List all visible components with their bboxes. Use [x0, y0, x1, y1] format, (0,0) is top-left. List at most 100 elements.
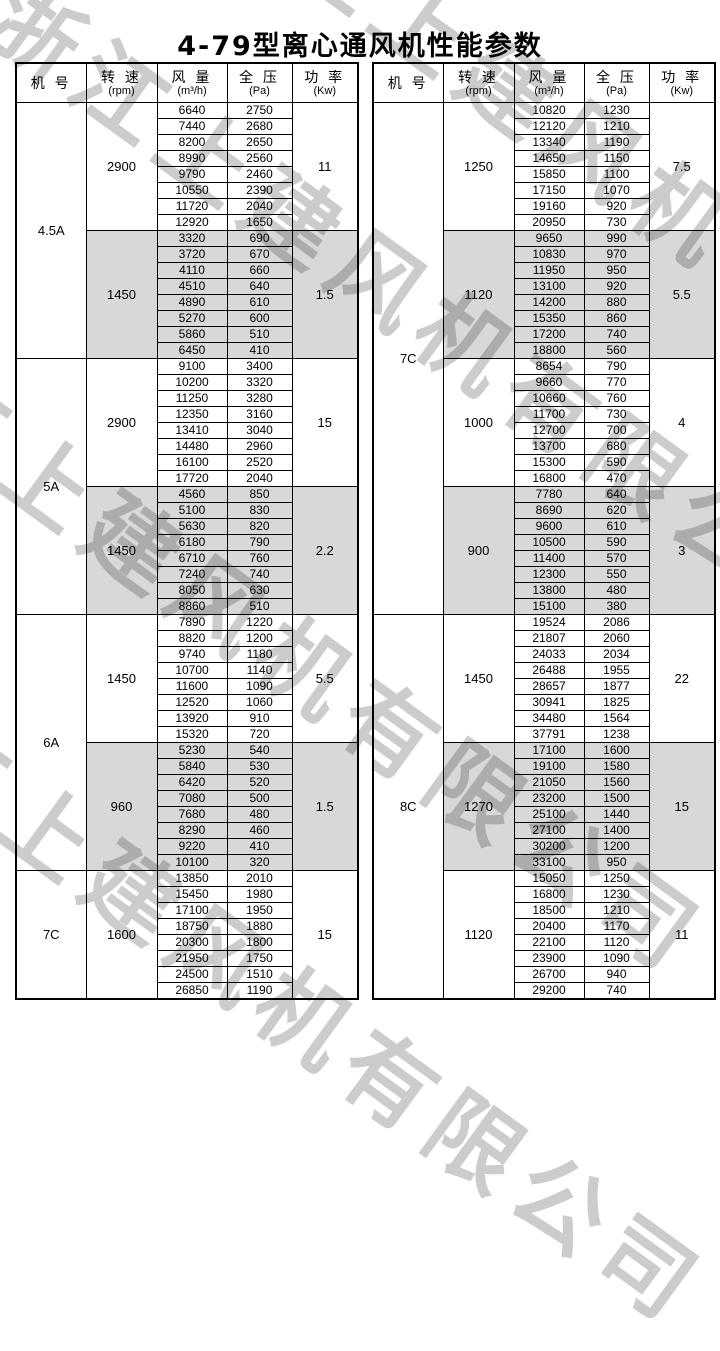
table-row: 5270 600	[16, 310, 358, 327]
airflow-cell: 10500	[513, 534, 585, 551]
table-row: 9660 770	[373, 374, 715, 391]
col-header-unit: (Pa)	[606, 84, 627, 97]
power-cell: 5.5	[291, 614, 359, 743]
pressure-cell: 510	[226, 326, 293, 343]
pressure-cell: 3320	[226, 374, 293, 391]
power-cell: 15	[291, 358, 359, 487]
performance-table-right: 机 号转 速 (rpm) 风 量 (m³/h) 全 压 (Pa) 功 率 (Kw) 7C 1250…	[372, 62, 716, 1000]
pressure-cell: 600	[226, 310, 293, 327]
table-row: 23200 1500	[373, 790, 715, 807]
pressure-cell: 2960	[226, 438, 293, 455]
pressure-cell: 880	[583, 294, 650, 311]
pressure-cell: 2460	[226, 166, 293, 183]
table-row: 8690 620	[373, 502, 715, 519]
table-row: 15100 380	[373, 598, 715, 615]
airflow-cell: 6420	[156, 774, 228, 791]
col-header-airflow: 风 量 (m³/h)	[156, 62, 228, 103]
speed-cell: 1250	[442, 102, 515, 231]
pressure-cell: 2560	[226, 150, 293, 167]
model-cell: 8C	[372, 614, 444, 1000]
table-row: 13340 1190	[373, 134, 715, 151]
col-header-label: 转 速	[458, 68, 499, 85]
col-header-pressure: 全 压 (Pa)	[226, 62, 293, 103]
pressure-cell: 2650	[226, 134, 293, 151]
airflow-cell: 18750	[156, 918, 228, 935]
col-header-label: 风 量	[528, 68, 570, 85]
pressure-cell: 1190	[583, 134, 650, 151]
table-row: 12920 1650	[16, 214, 358, 231]
model-cell: 7C	[15, 870, 87, 1000]
table-row: 11720 2040	[16, 198, 358, 215]
airflow-cell: 15300	[513, 454, 585, 471]
table-row: 960 5230 540 1.5	[16, 742, 359, 871]
pressure-cell: 820	[226, 518, 293, 535]
pressure-cell: 2390	[226, 182, 293, 199]
table-row: 18750 1880	[16, 918, 358, 935]
pressure-cell: 1230	[583, 886, 650, 903]
airflow-cell: 13340	[513, 134, 585, 151]
table-row: 15320 720	[16, 726, 358, 743]
pressure-cell: 1510	[226, 966, 293, 983]
power-cell: 1.5	[291, 742, 359, 871]
airflow-cell: 17200	[513, 326, 585, 343]
airflow-cell: 19100	[513, 758, 585, 775]
airflow-cell: 20950	[513, 214, 585, 231]
airflow-cell: 12120	[513, 118, 585, 135]
speed-cell: 1450	[85, 230, 158, 359]
pressure-cell: 590	[583, 534, 650, 551]
table-row: 1270 17100 1600 15	[373, 742, 716, 871]
table-row: 1000 8654 790 4	[373, 358, 716, 487]
pressure-cell: 990	[583, 230, 650, 247]
table-row: 6180 790	[16, 534, 358, 551]
pressure-cell: 1210	[583, 118, 650, 135]
col-header-airflow: 风 量 (m³/h)	[513, 62, 585, 103]
airflow-cell: 7680	[156, 806, 228, 823]
table-row: 12700 700	[373, 422, 715, 439]
table-row: 13100 920	[373, 278, 715, 295]
airflow-cell: 21950	[156, 950, 228, 967]
pressure-cell: 640	[226, 278, 293, 295]
table-row: 7080 500	[16, 790, 358, 807]
table-row: 13920 910	[16, 710, 358, 727]
table-row: 9740 1180	[16, 646, 358, 663]
table-row: 11400 570	[373, 550, 715, 567]
airflow-cell: 24500	[156, 966, 228, 983]
airflow-cell: 9100	[156, 358, 228, 375]
pressure-cell: 970	[583, 246, 650, 263]
col-header-unit: (Kw)	[313, 84, 337, 97]
table-row: 13800 480	[373, 582, 715, 599]
airflow-cell: 10820	[513, 102, 585, 119]
pressure-cell: 2040	[226, 470, 293, 487]
airflow-cell: 9600	[513, 518, 585, 535]
airflow-cell: 14200	[513, 294, 585, 311]
table-row: 18500 1210	[373, 902, 715, 919]
pressure-cell: 2520	[226, 454, 293, 471]
airflow-cell: 13100	[513, 278, 585, 295]
airflow-cell: 10660	[513, 390, 585, 407]
table-row: 3720 670	[16, 246, 358, 263]
model-cell: 5A	[15, 358, 87, 615]
speed-cell: 1000	[442, 358, 515, 487]
airflow-cell: 3320	[156, 230, 228, 247]
pressure-cell: 940	[583, 966, 650, 983]
pressure-cell: 3040	[226, 422, 293, 439]
table-row: 8C 1450 19524 2086 22	[372, 614, 716, 1000]
airflow-cell: 30941	[513, 694, 585, 711]
airflow-cell: 19160	[513, 198, 585, 215]
airflow-cell: 18800	[513, 342, 585, 359]
table-row: 21807 2060	[373, 630, 715, 647]
pressure-cell: 1100	[583, 166, 650, 183]
airflow-cell: 22100	[513, 934, 585, 951]
pressure-cell: 560	[583, 342, 650, 359]
pressure-cell: 1560	[583, 774, 650, 791]
pressure-cell: 2010	[226, 870, 293, 887]
table-row: 26488 1955	[373, 662, 715, 679]
pressure-cell: 640	[583, 486, 650, 503]
airflow-cell: 24033	[513, 646, 585, 663]
table-row: 6450 410	[16, 342, 358, 359]
airflow-cell: 8820	[156, 630, 228, 647]
airflow-cell: 21807	[513, 630, 585, 647]
table-row: 10100 320	[16, 854, 358, 871]
pressure-cell: 380	[583, 598, 650, 615]
airflow-cell: 12520	[156, 694, 228, 711]
